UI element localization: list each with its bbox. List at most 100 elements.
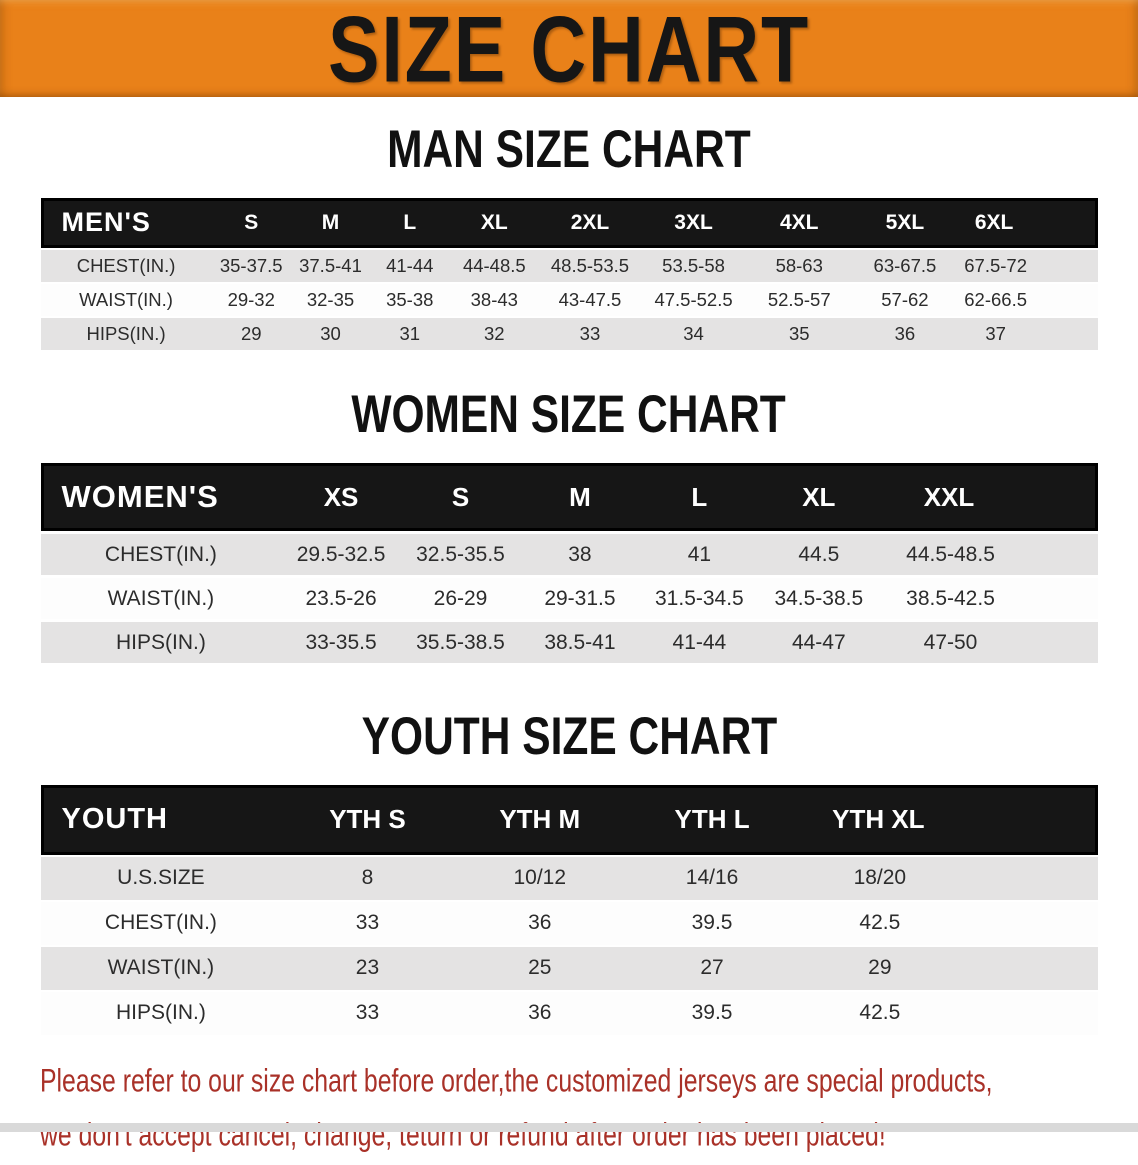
size-table-body: CHEST(IN.) 35-37.5 37.5-41 41-44 44-48.5 48.5… bbox=[40, 249, 1098, 350]
row-label: HIPS(IN.) bbox=[40, 622, 282, 663]
size-value-cell: 44.5 bbox=[759, 534, 879, 575]
size-column-header: L bbox=[639, 463, 760, 531]
size-value-cell: 42.5 bbox=[798, 901, 1098, 945]
row-label: CHEST(IN.) bbox=[40, 901, 282, 945]
size-value-cell: 29 bbox=[211, 317, 291, 350]
size-column-header: M bbox=[520, 463, 640, 531]
size-value-cell: 35-38 bbox=[370, 283, 450, 316]
size-value-cell: 37.5-41 bbox=[290, 249, 371, 282]
size-table-body: CHEST(IN.) 29.5-32.5 32.5-35.5 38 41 44.5 44.5… bbox=[40, 534, 1098, 663]
section-heading: MAN SIZE CHART bbox=[0, 121, 1138, 176]
size-value-cell: 41-44 bbox=[370, 249, 450, 282]
size-table-head: MEN'S S M L XL 2XL 3XL 4XL 5XL 6XL bbox=[40, 197, 1098, 248]
size-value-cell: 62-66.5 bbox=[957, 283, 1098, 316]
size-value-cell: 36 bbox=[453, 901, 626, 945]
size-value-cell: 23 bbox=[281, 946, 454, 990]
size-value-cell: 39.5 bbox=[625, 991, 799, 1035]
size-column-header: XS bbox=[281, 463, 401, 531]
size-value-cell: 38-43 bbox=[449, 283, 540, 316]
size-value-cell: 58-63 bbox=[746, 249, 853, 282]
disclaimer-line-2: we don't accept cancel, change, teturn o… bbox=[40, 1111, 1138, 1165]
chart-section: YOUTH SIZE CHART YOUTH YTH S YTH M YTH L YTH… bbox=[0, 708, 1138, 1037]
size-value-cell: 44-48.5 bbox=[449, 249, 540, 282]
size-column-header: S bbox=[400, 463, 521, 531]
table-row: CHEST(IN.) 35-37.5 37.5-41 41-44 44-48.5 48.5… bbox=[40, 249, 1098, 282]
row-label: WAIST(IN.) bbox=[40, 946, 282, 990]
disclaimer-line-1: Please refer to our size chart before or… bbox=[40, 1057, 1138, 1111]
bottom-strip bbox=[0, 1123, 1138, 1132]
size-value-cell: 47.5-52.5 bbox=[640, 283, 747, 316]
size-value-cell: 38.5-41 bbox=[520, 622, 640, 663]
table-row: WAIST(IN.) 23 25 27 29 bbox=[40, 946, 1098, 990]
size-value-cell: 57-62 bbox=[852, 283, 958, 316]
size-column-header: XXL bbox=[878, 463, 1098, 531]
section-heading: YOUTH SIZE CHART bbox=[0, 708, 1138, 763]
size-value-cell: 36 bbox=[453, 991, 626, 1035]
row-label: HIPS(IN.) bbox=[40, 991, 282, 1035]
size-column-header: YTH M bbox=[453, 784, 626, 855]
size-value-cell: 48.5-53.5 bbox=[539, 249, 641, 282]
size-table: YOUTH YTH S YTH M YTH L YTH XL U.S.SIZE 8 10/1… bbox=[40, 783, 1098, 1037]
table-row: CHEST(IN.) 33 36 39.5 42.5 bbox=[40, 901, 1098, 945]
size-value-cell: 29 bbox=[798, 946, 1098, 990]
row-label: CHEST(IN.) bbox=[40, 249, 212, 282]
table-row: WAIST(IN.) 29-32 32-35 35-38 38-43 43-47.5 47.… bbox=[40, 283, 1098, 316]
chart-section: WOMEN SIZE CHART WOMEN'S XS S M L XL XXL CHEST… bbox=[0, 383, 1138, 667]
section-heading: WOMEN SIZE CHART bbox=[0, 383, 1138, 444]
size-value-cell: 26-29 bbox=[400, 578, 521, 619]
size-value-cell: 37 bbox=[957, 317, 1098, 350]
size-value-cell: 35.5-38.5 bbox=[400, 622, 521, 663]
size-value-cell: 34 bbox=[640, 317, 747, 350]
size-table-body: U.S.SIZE 8 10/12 14/16 18/20 CHEST(IN.) 33 36 39… bbox=[40, 856, 1098, 1035]
size-table-head: WOMEN'S XS S M L XL XXL bbox=[40, 463, 1098, 531]
size-column-header: 6XL bbox=[957, 197, 1098, 248]
section-heading-text: WOMEN SIZE CHART bbox=[351, 383, 787, 444]
size-column-header: 3XL bbox=[640, 197, 747, 248]
table-row: HIPS(IN.) 33 36 39.5 42.5 bbox=[40, 991, 1098, 1035]
size-value-cell: 67.5-72 bbox=[957, 249, 1098, 282]
size-value-cell: 32.5-35.5 bbox=[400, 534, 521, 575]
size-value-cell: 25 bbox=[453, 946, 626, 990]
table-row: CHEST(IN.) 29.5-32.5 32.5-35.5 38 41 44.5 44.5… bbox=[40, 534, 1098, 575]
size-value-cell: 27 bbox=[625, 946, 799, 990]
disclaimer: Please refer to our size chart before or… bbox=[40, 1057, 1138, 1165]
size-column-header: 2XL bbox=[539, 197, 641, 248]
size-value-cell: 31 bbox=[370, 317, 450, 350]
size-value-cell: 30 bbox=[290, 317, 371, 350]
size-table: WOMEN'S XS S M L XL XXL CHEST(IN.) 29.5-32.5 32.… bbox=[40, 460, 1098, 666]
size-table-header-row: WOMEN'S XS S M L XL XXL bbox=[40, 463, 1098, 531]
size-column-header: L bbox=[370, 197, 450, 248]
size-value-cell: 38 bbox=[520, 534, 640, 575]
row-label: HIPS(IN.) bbox=[40, 317, 212, 350]
size-value-cell: 43-47.5 bbox=[539, 283, 641, 316]
size-value-cell: 39.5 bbox=[625, 901, 799, 945]
size-column-header: S bbox=[211, 197, 291, 248]
row-label: WAIST(IN.) bbox=[40, 578, 282, 619]
size-value-cell: 18/20 bbox=[798, 856, 1098, 900]
size-value-cell: 8 bbox=[281, 856, 454, 900]
size-table-head: YOUTH YTH S YTH M YTH L YTH XL bbox=[40, 784, 1098, 855]
size-chart-sections: MAN SIZE CHART MEN'S S M L XL 2XL 3XL 4XL 5XL 6XL… bbox=[0, 121, 1138, 1037]
size-column-header: YTH L bbox=[625, 784, 799, 855]
size-value-cell: 36 bbox=[852, 317, 958, 350]
size-value-cell: 52.5-57 bbox=[746, 283, 853, 316]
size-value-cell: 23.5-26 bbox=[281, 578, 401, 619]
row-label: U.S.SIZE bbox=[40, 856, 282, 900]
size-value-cell: 38.5-42.5 bbox=[878, 578, 1098, 619]
size-value-cell: 32-35 bbox=[290, 283, 371, 316]
size-value-cell: 31.5-34.5 bbox=[639, 578, 760, 619]
disclaimer-line-2-text: we don't accept cancel, change, teturn o… bbox=[40, 1115, 886, 1153]
size-value-cell: 33-35.5 bbox=[281, 622, 401, 663]
size-column-header: 5XL bbox=[852, 197, 958, 248]
size-value-cell: 33 bbox=[539, 317, 641, 350]
size-value-cell: 41 bbox=[639, 534, 760, 575]
size-value-cell: 34.5-38.5 bbox=[759, 578, 879, 619]
size-value-cell: 44-47 bbox=[759, 622, 879, 663]
size-value-cell: 10/12 bbox=[453, 856, 626, 900]
size-value-cell: 29-31.5 bbox=[520, 578, 640, 619]
page-title: SIZE CHART bbox=[307, 1, 831, 95]
size-table-header-row: MEN'S S M L XL 2XL 3XL 4XL 5XL 6XL bbox=[40, 197, 1098, 248]
chart-section: MAN SIZE CHART MEN'S S M L XL 2XL 3XL 4XL 5XL 6XL… bbox=[0, 121, 1138, 352]
size-column-header: XL bbox=[449, 197, 540, 248]
